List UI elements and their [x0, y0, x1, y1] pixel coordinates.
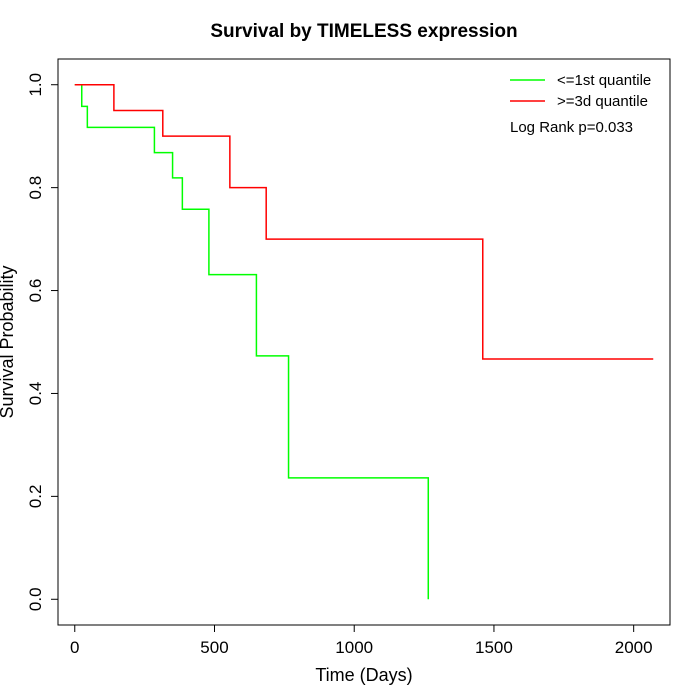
- x-tick-label: 0: [70, 638, 79, 657]
- y-tick-label: 0.4: [26, 382, 45, 406]
- x-tick-label: 2000: [615, 638, 653, 657]
- legend-label: >=3d quantile: [557, 93, 648, 110]
- y-tick-label: 1.0: [26, 73, 45, 97]
- y-tick-label: 0.0: [26, 587, 45, 611]
- chart-title: Survival by TIMELESS expression: [210, 21, 517, 42]
- y-axis-label: Survival Probability: [0, 265, 17, 418]
- legend: <=1st quantile >=3d quantile: [510, 72, 651, 110]
- y-tick-label: 0.6: [26, 279, 45, 303]
- x-axis-label: Time (Days): [315, 665, 412, 685]
- y-tick-label: 0.8: [26, 176, 45, 200]
- survival-curve-low: [74, 83, 430, 600]
- log-rank-annotation: Log Rank p=0.033: [510, 119, 633, 136]
- legend-label: <=1st quantile: [557, 72, 651, 89]
- y-axis: 0.0 0.2 0.4 0.6 0.8 1.0: [26, 73, 59, 611]
- x-tick-label: 500: [200, 638, 228, 657]
- x-tick-label: 1500: [475, 638, 513, 657]
- y-tick-label: 0.2: [26, 485, 45, 509]
- series-group: [74, 83, 654, 600]
- x-axis: 0 500 1000 1500 2000: [70, 624, 653, 657]
- survival-curve-high: [74, 83, 654, 360]
- x-tick-label: 1000: [335, 638, 373, 657]
